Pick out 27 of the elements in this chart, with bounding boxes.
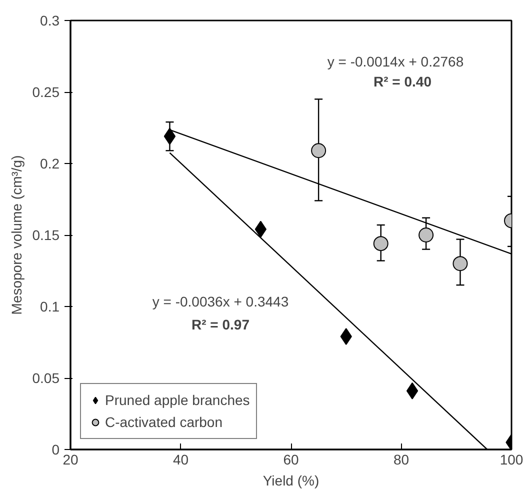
y-tick-label: 0.2 (40, 156, 60, 172)
annotation: y = -0.0014x + 0.2768 (327, 54, 464, 70)
x-tick-label: 100 (500, 452, 524, 468)
x-axis-title: Yield (%) (262, 472, 320, 488)
x-tick-label: 40 (172, 452, 189, 468)
y-tick-label: 0.05 (32, 370, 60, 386)
annotation: y = -0.0036x + 0.3443 (152, 294, 289, 310)
legend-label: C-activated carbon (105, 414, 223, 430)
point (406, 382, 418, 400)
y-tick-label: 0.25 (32, 84, 60, 100)
point (311, 143, 326, 158)
point (418, 228, 434, 242)
y-tick-label: 0.3 (40, 12, 60, 28)
annotation: R² = 0.97 (192, 316, 250, 332)
point (373, 236, 388, 252)
annotation: R² = 0.40 (374, 74, 432, 90)
x-tick-label: 80 (393, 452, 410, 468)
y-tick-label: 0 (52, 442, 60, 458)
legend-label: Pruned apple branches (105, 392, 250, 408)
x-tick-label: 60 (283, 452, 299, 468)
point (164, 128, 176, 145)
point (452, 256, 468, 272)
y-tick-label: 0.15 (32, 227, 60, 243)
x-tick-label: 20 (62, 452, 78, 468)
point (254, 220, 267, 238)
y-tick-label: 0.1 (40, 298, 60, 314)
y-axis-title: Mesopore volume (cm³/g) (8, 155, 24, 315)
